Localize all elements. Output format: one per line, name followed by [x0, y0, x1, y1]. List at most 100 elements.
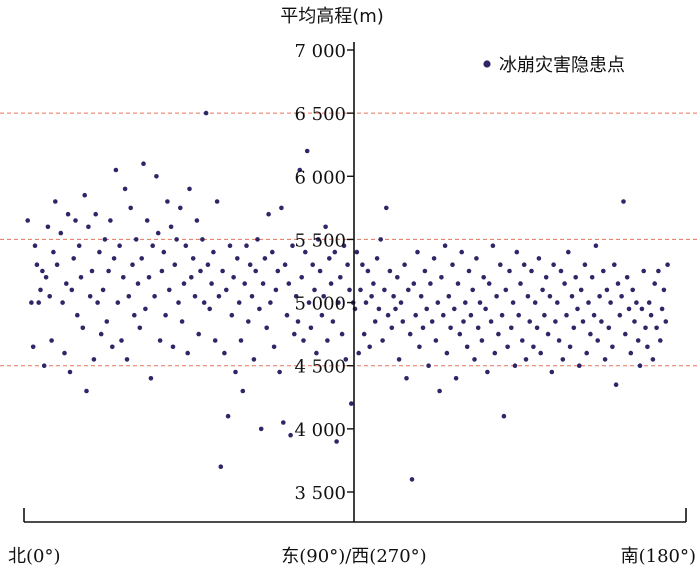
data-point: [516, 312, 521, 318]
data-point: [527, 319, 532, 324]
data-point: [139, 256, 144, 261]
data-point: [152, 294, 157, 299]
data-point: [328, 281, 334, 286]
data-point: [626, 306, 632, 312]
data-point: [319, 312, 325, 318]
data-point: [619, 294, 624, 299]
data-point: [277, 369, 282, 375]
data-point: [549, 369, 555, 375]
data-point: [378, 237, 384, 242]
data-point: [178, 205, 183, 211]
data-point: [531, 344, 536, 350]
data-point: [89, 268, 95, 274]
data-point: [312, 287, 317, 293]
data-point: [297, 167, 303, 173]
data-point: [196, 331, 201, 337]
data-point: [463, 300, 468, 305]
data-point: [97, 249, 102, 255]
data-point: [422, 268, 428, 274]
data-point: [334, 439, 339, 444]
data-point: [577, 363, 582, 369]
data-point: [492, 350, 498, 356]
data-point: [639, 306, 645, 312]
data-point: [591, 312, 597, 318]
data-point: [284, 312, 290, 318]
data-point: [507, 268, 512, 274]
x-category-label: 南(180°): [621, 546, 696, 567]
y-tick-label: 7 000: [294, 41, 346, 62]
data-point: [615, 281, 621, 286]
data-point: [437, 388, 442, 394]
data-point: [429, 319, 435, 324]
data-point: [360, 262, 365, 268]
data-point: [411, 281, 417, 286]
data-point: [374, 256, 380, 261]
data-point: [25, 218, 31, 223]
data-point: [121, 275, 126, 280]
data-point: [468, 312, 474, 318]
data-point: [281, 420, 286, 425]
data-point: [606, 325, 612, 331]
data-point: [51, 249, 56, 255]
data-point: [155, 230, 161, 236]
data-point: [417, 344, 422, 350]
data-point: [396, 357, 402, 362]
data-point: [665, 262, 670, 268]
data-point: [358, 287, 363, 293]
data-point: [60, 300, 65, 305]
y-ticks: 3 500 4 000 4 500 5 000 5 500 6 000 6 500 7 000: [294, 41, 354, 504]
data-point: [354, 249, 360, 255]
data-point: [185, 350, 190, 356]
data-point: [212, 338, 218, 343]
data-point: [266, 211, 271, 217]
data-point: [365, 268, 371, 274]
data-point: [49, 338, 54, 343]
data-point: [634, 300, 639, 305]
data-point: [95, 300, 100, 305]
data-point: [222, 350, 227, 356]
data-point: [106, 268, 111, 274]
data-point: [426, 363, 431, 369]
data-point: [36, 300, 41, 305]
data-point: [540, 287, 545, 293]
data-point: [200, 237, 205, 242]
data-point: [391, 294, 396, 299]
data-point: [641, 268, 646, 274]
data-point: [441, 312, 446, 318]
data-point: [648, 312, 654, 318]
data-point: [409, 477, 415, 482]
legend-marker: [483, 60, 491, 68]
data-point: [393, 306, 398, 312]
data-point: [343, 357, 349, 362]
data-point: [385, 312, 391, 318]
data-point: [132, 312, 137, 318]
data-point: [588, 331, 593, 337]
y-tick-label: 5 500: [294, 230, 346, 251]
data-point: [303, 249, 308, 255]
data-point: [575, 306, 580, 312]
data-point: [172, 262, 178, 268]
y-tick-label: 3 500: [294, 483, 346, 504]
data-point: [71, 256, 76, 261]
data-point: [336, 300, 341, 305]
data-point: [498, 262, 503, 268]
data-point: [663, 319, 669, 324]
data-point: [203, 110, 209, 116]
data-point: [93, 211, 98, 217]
data-point: [167, 287, 172, 293]
data-point: [47, 294, 52, 299]
data-point: [402, 262, 407, 268]
data-point: [369, 294, 374, 299]
data-point: [558, 268, 564, 274]
data-point: [645, 344, 650, 350]
data-point: [270, 249, 275, 255]
data-point: [54, 262, 60, 268]
data-point: [413, 312, 419, 318]
data-point: [282, 262, 288, 268]
data-point: [262, 256, 268, 261]
data-point: [582, 262, 588, 268]
data-point: [485, 369, 490, 375]
data-point: [275, 268, 281, 274]
data-point: [433, 338, 439, 343]
data-point: [225, 413, 231, 419]
